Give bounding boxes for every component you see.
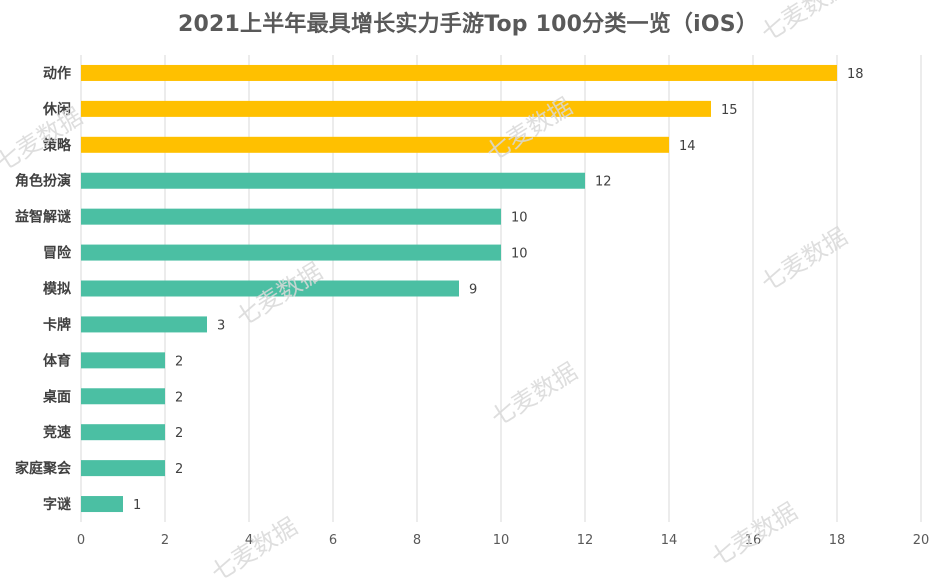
value-label: 2: [175, 390, 183, 405]
bar-7: [81, 316, 207, 333]
bar-8: [81, 352, 165, 369]
bar-12: [81, 496, 123, 513]
value-label: 12: [595, 175, 612, 190]
x-tick-label: 18: [829, 533, 846, 548]
bars: [81, 64, 837, 513]
x-tick-label: 12: [577, 533, 594, 548]
category-label: 益智解谜: [15, 209, 72, 226]
category-label: 竞速: [43, 424, 71, 441]
bar-2: [81, 136, 669, 153]
category-label: 休闲: [42, 101, 71, 118]
x-tick-label: 20: [913, 533, 930, 548]
x-tick-label: 10: [493, 533, 510, 548]
value-label: 1: [133, 498, 141, 513]
chart-title: 2021上半年最具增长实力手游Top 100分类一览（iOS）: [177, 12, 759, 37]
value-label: 2: [175, 354, 183, 369]
category-label: 动作: [43, 65, 71, 82]
category-label: 策略: [42, 137, 72, 154]
category-label: 卡牌: [43, 316, 71, 333]
x-tick-labels: 0 2 4 6 8 10 12 14 16 18 20: [77, 533, 929, 548]
value-label: 2: [175, 426, 183, 441]
value-label: 9: [469, 283, 477, 298]
bar-1: [81, 100, 711, 117]
x-tick-label: 6: [329, 533, 337, 548]
bar-11: [81, 460, 165, 477]
bar-4: [81, 208, 501, 225]
value-label: 2: [175, 462, 183, 477]
value-label: 18: [847, 67, 864, 82]
x-tick-label: 14: [661, 533, 678, 548]
category-label: 字谜: [43, 496, 72, 513]
category-label: 体育: [43, 352, 71, 369]
value-labels: 18 15 14 12 10 10 9 3 2 2 2 2 1: [133, 67, 864, 513]
bar-3: [81, 172, 585, 189]
category-label: 家庭聚会: [15, 460, 72, 477]
bar-0: [81, 64, 837, 81]
value-label: 10: [511, 211, 528, 226]
value-label: 15: [721, 103, 738, 118]
bar-10: [81, 424, 165, 441]
category-label: 模拟: [43, 281, 71, 298]
x-tick-label: 2: [161, 533, 169, 548]
x-tick-label: 16: [745, 533, 762, 548]
category-label: 冒险: [43, 245, 72, 262]
value-label: 14: [679, 139, 696, 154]
bar-5: [81, 244, 501, 261]
x-tick-label: 4: [245, 533, 253, 548]
value-label: 10: [511, 247, 528, 262]
x-tick-label: 8: [413, 533, 421, 548]
x-tick-label: 0: [77, 533, 85, 548]
bar-9: [81, 388, 165, 405]
bar-6: [81, 280, 459, 297]
category-label: 桌面: [43, 388, 71, 405]
value-label: 3: [217, 318, 225, 333]
category-label: 角色扮演: [15, 173, 71, 190]
